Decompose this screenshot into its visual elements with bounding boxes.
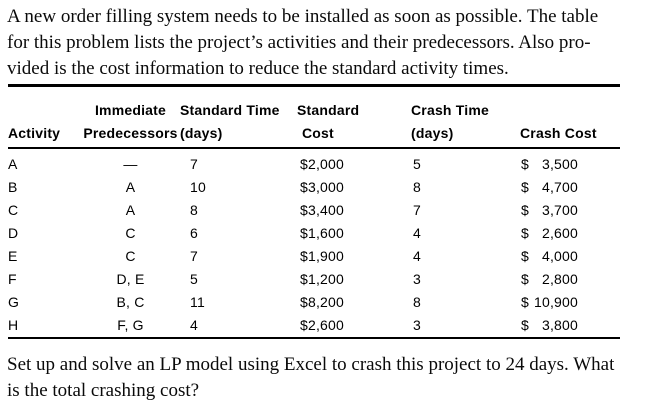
cell-crash-cost: $4,700 [512,176,620,199]
cell-standard-time: 5 [190,270,198,287]
table-header-row: Activity Immediate Predecessors Standard… [8,87,620,147]
cell-activity: D [8,224,19,241]
cell-standard-cost: $2,000 [300,155,345,172]
cell-predecessors: C [125,224,136,241]
table-row: C A 8 $3,400 7 $3,700 [8,199,620,222]
cell-standard-time: 7 [190,247,198,264]
crash-cost-value: 2,800 [541,270,578,287]
dollar-sign: $ [521,316,529,333]
cell-standard-cost: $1,200 [300,270,345,287]
dollar-sign: $ [521,247,529,264]
cell-crash-time: 5 [413,155,421,172]
question-line: Set up and solve an LP model using Excel… [7,354,615,375]
cell-predecessors: C [125,247,136,264]
crash-cost-value: 3,500 [541,155,578,172]
cell-predecessors: F, G [117,316,144,333]
column-header-activity: Activity [8,124,61,141]
table-header-rule [8,146,620,149]
cell-crash-time: 4 [413,247,421,264]
activity-crash-table: Activity Immediate Predecessors Standard… [8,84,620,339]
cell-crash-time: 4 [413,224,421,241]
crash-cost-value: 4,700 [541,178,578,195]
cell-standard-cost: $1,900 [300,247,345,264]
dollar-sign: $ [521,293,529,310]
dollar-sign: $ [521,178,529,195]
cell-standard-time: 4 [190,316,198,333]
crash-cost-value: 2,600 [541,224,578,241]
cell-activity: F [8,270,17,287]
table-row: G B, C 11 $8,200 8 $10,900 [8,291,620,314]
question-text: Set up and solve an LP model using Excel… [7,352,614,404]
column-header-crash-cost: Crash Cost [520,124,597,141]
crash-cost-value: 4,000 [541,247,578,264]
cell-predecessors: B, C [116,293,145,310]
cell-activity: G [8,293,20,310]
cell-crash-time: 7 [413,201,421,218]
cell-crash-time: 3 [413,316,421,333]
cell-standard-time: 10 [190,178,206,195]
cell-crash-cost: $3,700 [512,199,620,222]
cell-activity: E [8,247,18,264]
problem-statement-line: for this problem lists the project’s act… [7,32,591,53]
table-top-rule [8,84,620,87]
cell-activity: B [8,178,18,195]
dollar-sign: $ [521,270,529,287]
column-header-standard-cost: Standard Cost [297,101,360,141]
cell-predecessors: A [125,178,136,195]
cell-activity: A [8,155,18,172]
cell-predecessors: A [125,201,136,218]
table-row: B A 10 $3,000 8 $4,700 [8,176,620,199]
cell-standard-cost: $3,400 [300,201,345,218]
cell-crash-time: 8 [413,293,421,310]
crash-cost-value: 3,700 [541,201,578,218]
dollar-sign: $ [521,155,529,172]
column-header-standard-time: Standard Time (days) [180,101,280,141]
cell-predecessors: D, E [116,270,145,287]
cell-crash-cost: $3,500 [512,153,620,176]
cell-activity: H [8,316,19,333]
problem-statement-line: vided is the cost information to reduce … [7,58,509,79]
cell-activity: C [8,201,19,218]
cell-crash-cost: $2,600 [512,222,620,245]
table-row: E C 7 $1,900 4 $4,000 [8,245,620,268]
cell-standard-cost: $8,200 [300,293,345,310]
table-row: F D, E 5 $1,200 3 $2,800 [8,268,620,291]
table-row: D C 6 $1,600 4 $2,600 [8,222,620,245]
crash-cost-value: 10,900 [533,293,578,310]
table-bottom-rule [8,336,620,339]
dollar-sign: $ [521,201,529,218]
cell-crash-cost: $3,800 [512,314,620,337]
column-header-crash-time: Crash Time (days) [411,101,489,141]
table-body: A — 7 $2,000 5 $3,500 B A 10 $3,000 8 $4… [8,149,620,337]
cell-standard-cost: $2,600 [300,316,345,333]
cell-standard-time: 11 [190,293,205,310]
cell-crash-time: 3 [413,270,421,287]
cell-crash-time: 8 [413,178,421,195]
problem-statement: A new order filling system needs to be i… [7,4,598,82]
cell-standard-cost: $1,600 [300,224,345,241]
cell-standard-time: 6 [190,224,198,241]
table-row: H F, G 4 $2,600 3 $3,800 [8,314,620,337]
table-row: A — 7 $2,000 5 $3,500 [8,153,620,176]
cell-standard-time: 7 [190,155,198,172]
question-line: is the total crashing cost? [7,380,200,401]
cell-crash-cost: $4,000 [512,245,620,268]
crash-cost-value: 3,800 [541,316,578,333]
dollar-sign: $ [521,224,529,241]
cell-crash-cost: $10,900 [512,291,620,314]
cell-predecessors: — [123,155,138,172]
column-header-predecessors: Immediate Predecessors [83,101,178,141]
cell-crash-cost: $2,800 [512,268,620,291]
problem-statement-line: A new order filling system needs to be i… [7,6,599,27]
cell-standard-cost: $3,000 [300,178,345,195]
cell-standard-time: 8 [190,201,198,218]
